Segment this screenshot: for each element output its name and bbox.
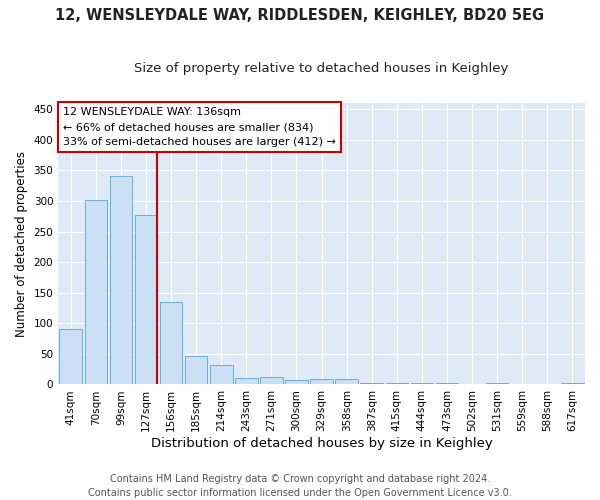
Bar <box>310 379 333 384</box>
Title: Size of property relative to detached houses in Keighley: Size of property relative to detached ho… <box>134 62 509 76</box>
Bar <box>260 376 283 384</box>
Bar <box>285 380 308 384</box>
Bar <box>85 200 107 384</box>
Y-axis label: Number of detached properties: Number of detached properties <box>15 151 28 337</box>
Bar <box>361 382 383 384</box>
Text: 12 WENSLEYDALE WAY: 136sqm
← 66% of detached houses are smaller (834)
33% of sem: 12 WENSLEYDALE WAY: 136sqm ← 66% of deta… <box>64 108 337 147</box>
Bar <box>561 382 584 384</box>
Bar <box>335 379 358 384</box>
Bar <box>386 383 408 384</box>
Bar <box>436 382 458 384</box>
X-axis label: Distribution of detached houses by size in Keighley: Distribution of detached houses by size … <box>151 437 493 450</box>
Bar <box>410 383 433 384</box>
Bar <box>134 215 157 384</box>
Bar <box>59 330 82 384</box>
Bar <box>160 302 182 384</box>
Bar <box>235 378 257 384</box>
Text: Contains HM Land Registry data © Crown copyright and database right 2024.
Contai: Contains HM Land Registry data © Crown c… <box>88 474 512 498</box>
Text: 12, WENSLEYDALE WAY, RIDDLESDEN, KEIGHLEY, BD20 5EG: 12, WENSLEYDALE WAY, RIDDLESDEN, KEIGHLE… <box>55 8 545 22</box>
Bar <box>185 356 208 384</box>
Bar <box>110 176 132 384</box>
Bar <box>210 366 233 384</box>
Bar <box>486 383 508 384</box>
